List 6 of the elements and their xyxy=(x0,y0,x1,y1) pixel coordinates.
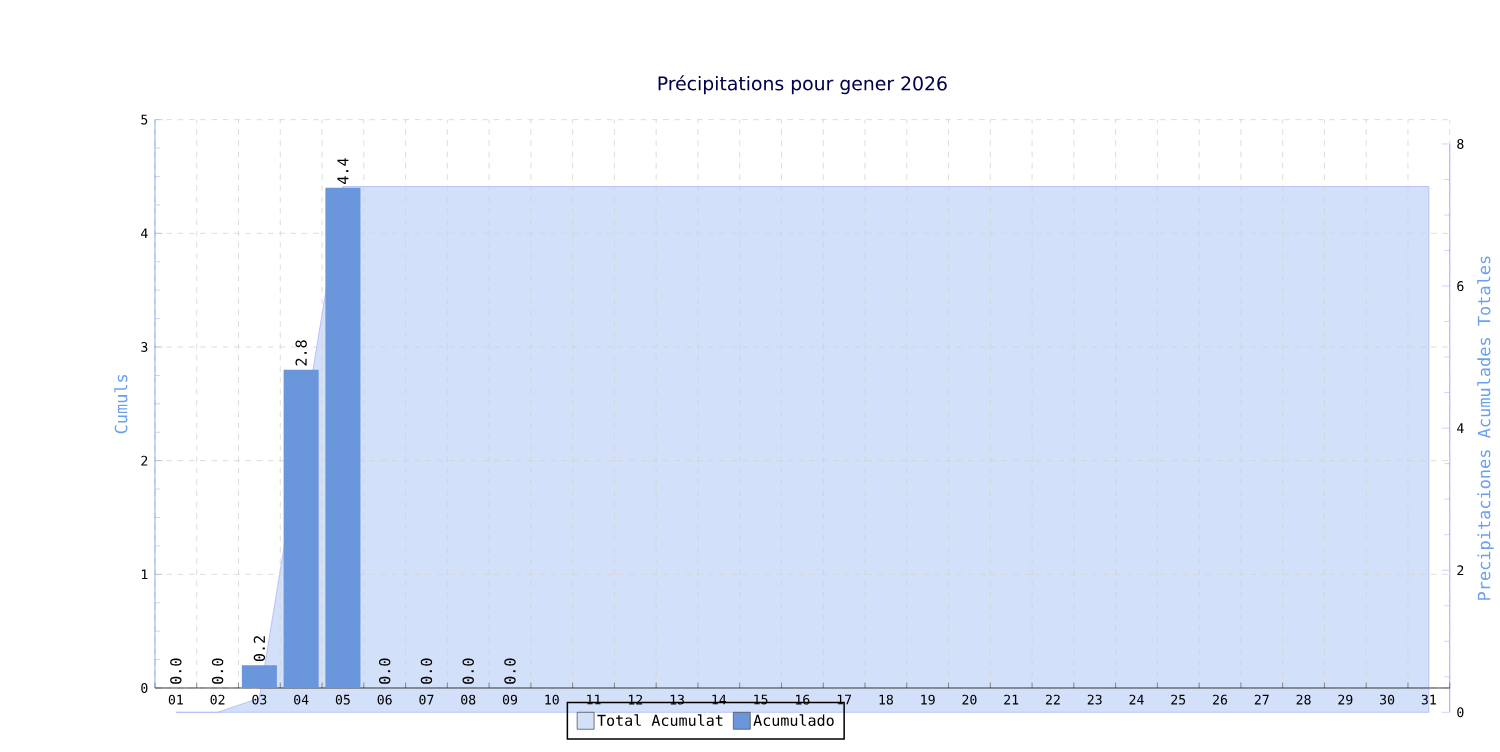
bar xyxy=(283,369,319,688)
bar xyxy=(241,664,277,688)
y2-axis-title: Precipitaciones Acumulades Totales xyxy=(1477,256,1494,600)
chart-title: Précipitations pour gener 2026 xyxy=(658,74,947,94)
bar xyxy=(325,187,361,688)
y-axis-title: Cumuls xyxy=(114,374,128,433)
